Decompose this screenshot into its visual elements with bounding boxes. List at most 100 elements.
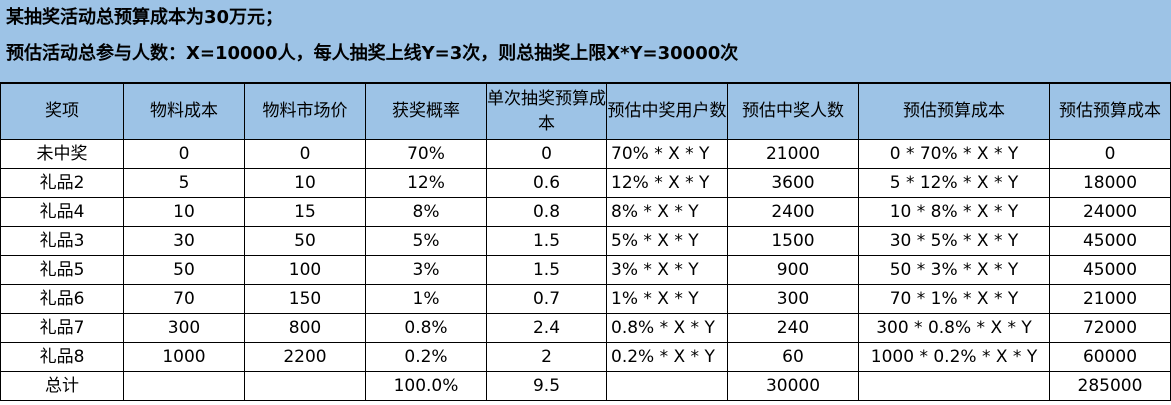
- per-draw-cost-cell[interactable]: 1.5: [486, 255, 607, 285]
- material-cost-cell[interactable]: 30: [123, 226, 245, 256]
- prize-cell[interactable]: 总计: [0, 371, 124, 401]
- per-draw-cost-cell[interactable]: 0.6: [486, 168, 607, 198]
- market-price-cell[interactable]: 15: [244, 197, 366, 227]
- per-draw-cost-cell[interactable]: 0.7: [486, 284, 607, 314]
- market-price-cell[interactable]: 800: [244, 313, 366, 343]
- winner-users-cell[interactable]: 0.8% * X * Y: [606, 313, 728, 343]
- winner-users-cell[interactable]: [606, 371, 728, 401]
- winner-count-cell[interactable]: 30000: [727, 371, 859, 401]
- per-draw-cost-cell[interactable]: 0.8: [486, 197, 607, 227]
- material-cost-cell[interactable]: 10: [123, 197, 245, 227]
- probability-cell[interactable]: 0.8%: [365, 313, 487, 343]
- budget-formula-cell[interactable]: [858, 371, 1050, 401]
- budget-formula-cell[interactable]: 30 * 5% * X * Y: [858, 226, 1050, 256]
- winner-count-cell[interactable]: 60: [727, 342, 859, 372]
- material-cost-cell[interactable]: 0: [123, 139, 245, 169]
- per-draw-cost-cell[interactable]: 2.4: [486, 313, 607, 343]
- prize-cell[interactable]: 礼品7: [0, 313, 124, 343]
- probability-cell[interactable]: 3%: [365, 255, 487, 285]
- winner-users-cell[interactable]: 1% * X * Y: [606, 284, 728, 314]
- prize-cell[interactable]: 礼品3: [0, 226, 124, 256]
- budget-formula-cell[interactable]: 5 * 12% * X * Y: [858, 168, 1050, 198]
- budget-cost-cell[interactable]: 21000: [1049, 284, 1171, 314]
- prize-cell[interactable]: 未中奖: [0, 139, 124, 169]
- col-header-prize[interactable]: 奖项: [0, 83, 124, 140]
- budget-cost-cell[interactable]: 45000: [1049, 226, 1171, 256]
- market-price-cell[interactable]: 10: [244, 168, 366, 198]
- per-draw-cost-cell[interactable]: 0: [486, 139, 607, 169]
- table-row: 礼品6 70 150 1% 0.7 1% * X * Y 300 70 * 1% * X * …: [0, 284, 1171, 314]
- col-header-material-cost[interactable]: 物料成本: [123, 83, 245, 140]
- budget-formula-cell[interactable]: 1000 * 0.2% * X * Y: [858, 342, 1050, 372]
- material-cost-cell[interactable]: [123, 371, 245, 401]
- budget-formula-cell[interactable]: 10 * 8% * X * Y: [858, 197, 1050, 227]
- table-row: 礼品7 300 800 0.8% 2.4 0.8% * X * Y 240 300 * 0.8…: [0, 313, 1171, 343]
- probability-cell[interactable]: 0.2%: [365, 342, 487, 372]
- winner-count-cell[interactable]: 240: [727, 313, 859, 343]
- prize-cell[interactable]: 礼品5: [0, 255, 124, 285]
- winner-count-cell[interactable]: 21000: [727, 139, 859, 169]
- per-draw-cost-cell[interactable]: 1.5: [486, 226, 607, 256]
- probability-cell[interactable]: 8%: [365, 197, 487, 227]
- table-row: 礼品2 5 10 12% 0.6 12% * X * Y 3600 5 * 12% * X *…: [0, 168, 1171, 198]
- material-cost-cell[interactable]: 5: [123, 168, 245, 198]
- winner-count-cell[interactable]: 900: [727, 255, 859, 285]
- table-row: 礼品5 50 100 3% 1.5 3% * X * Y 900 50 * 3% * X * …: [0, 255, 1171, 285]
- per-draw-cost-cell[interactable]: 9.5: [486, 371, 607, 401]
- market-price-cell[interactable]: 0: [244, 139, 366, 169]
- winner-count-cell[interactable]: 2400: [727, 197, 859, 227]
- table-row: 未中奖 0 0 70% 0 70% * X * Y 21000 0 * 70% * X * Y…: [0, 139, 1171, 169]
- material-cost-cell[interactable]: 50: [123, 255, 245, 285]
- winner-count-cell[interactable]: 1500: [727, 226, 859, 256]
- budget-cost-cell[interactable]: 60000: [1049, 342, 1171, 372]
- probability-cell[interactable]: 1%: [365, 284, 487, 314]
- winner-count-cell[interactable]: 300: [727, 284, 859, 314]
- winner-users-cell[interactable]: 0.2% * X * Y: [606, 342, 728, 372]
- market-price-cell[interactable]: 150: [244, 284, 366, 314]
- per-draw-cost-cell[interactable]: 2: [486, 342, 607, 372]
- prize-budget-table: 奖项 物料成本 物料市场价 获奖概率 单次抽奖预算成本 预估中奖用户数 预估中奖…: [0, 83, 1171, 401]
- prize-cell[interactable]: 礼品4: [0, 197, 124, 227]
- budget-cost-cell[interactable]: 18000: [1049, 168, 1171, 198]
- col-header-est-budget-cost[interactable]: 预估预算成本: [1049, 83, 1171, 140]
- market-price-cell[interactable]: 2200: [244, 342, 366, 372]
- probability-cell[interactable]: 100.0%: [365, 371, 487, 401]
- probability-cell[interactable]: 70%: [365, 139, 487, 169]
- budget-cost-cell[interactable]: 72000: [1049, 313, 1171, 343]
- prize-cell[interactable]: 礼品6: [0, 284, 124, 314]
- market-price-cell[interactable]: 50: [244, 226, 366, 256]
- material-cost-cell[interactable]: 300: [123, 313, 245, 343]
- winner-users-cell[interactable]: 8% * X * Y: [606, 197, 728, 227]
- budget-formula-cell[interactable]: 300 * 0.8% * X * Y: [858, 313, 1050, 343]
- winner-users-cell[interactable]: 70% * X * Y: [606, 139, 728, 169]
- col-header-est-budget-formula[interactable]: 预估预算成本: [858, 83, 1050, 140]
- material-cost-cell[interactable]: 70: [123, 284, 245, 314]
- budget-note: 某抽奖活动总预算成本为30万元；: [6, 7, 284, 28]
- col-header-est-winner-users[interactable]: 预估中奖用户数: [606, 83, 728, 140]
- col-header-per-draw-cost[interactable]: 单次抽奖预算成本: [486, 83, 607, 140]
- budget-cost-cell[interactable]: 0: [1049, 139, 1171, 169]
- budget-formula-cell[interactable]: 70 * 1% * X * Y: [858, 284, 1050, 314]
- budget-formula-cell[interactable]: 50 * 3% * X * Y: [858, 255, 1050, 285]
- probability-cell[interactable]: 5%: [365, 226, 487, 256]
- col-header-win-probability[interactable]: 获奖概率: [365, 83, 487, 140]
- budget-cost-cell[interactable]: 45000: [1049, 255, 1171, 285]
- budget-formula-cell[interactable]: 0 * 70% * X * Y: [858, 139, 1050, 169]
- col-header-market-price[interactable]: 物料市场价: [244, 83, 366, 140]
- participants-note: 预估活动总参与人数：X=10000人，每人抽奖上线Y=3次，则总抽奖上限X*Y=…: [6, 43, 739, 64]
- prize-cell[interactable]: 礼品2: [0, 168, 124, 198]
- winner-users-cell[interactable]: 3% * X * Y: [606, 255, 728, 285]
- table-row: 总计 100.0% 9.5 30000 285000: [0, 371, 1171, 401]
- col-header-est-winner-count[interactable]: 预估中奖人数: [727, 83, 859, 140]
- material-cost-cell[interactable]: 1000: [123, 342, 245, 372]
- winner-count-cell[interactable]: 3600: [727, 168, 859, 198]
- market-price-cell[interactable]: [244, 371, 366, 401]
- notes-banner: 某抽奖活动总预算成本为30万元； 预估活动总参与人数：X=10000人，每人抽奖…: [0, 0, 1171, 83]
- budget-cost-cell[interactable]: 24000: [1049, 197, 1171, 227]
- budget-cost-cell[interactable]: 285000: [1049, 371, 1171, 401]
- winner-users-cell[interactable]: 5% * X * Y: [606, 226, 728, 256]
- winner-users-cell[interactable]: 12% * X * Y: [606, 168, 728, 198]
- market-price-cell[interactable]: 100: [244, 255, 366, 285]
- prize-cell[interactable]: 礼品8: [0, 342, 124, 372]
- probability-cell[interactable]: 12%: [365, 168, 487, 198]
